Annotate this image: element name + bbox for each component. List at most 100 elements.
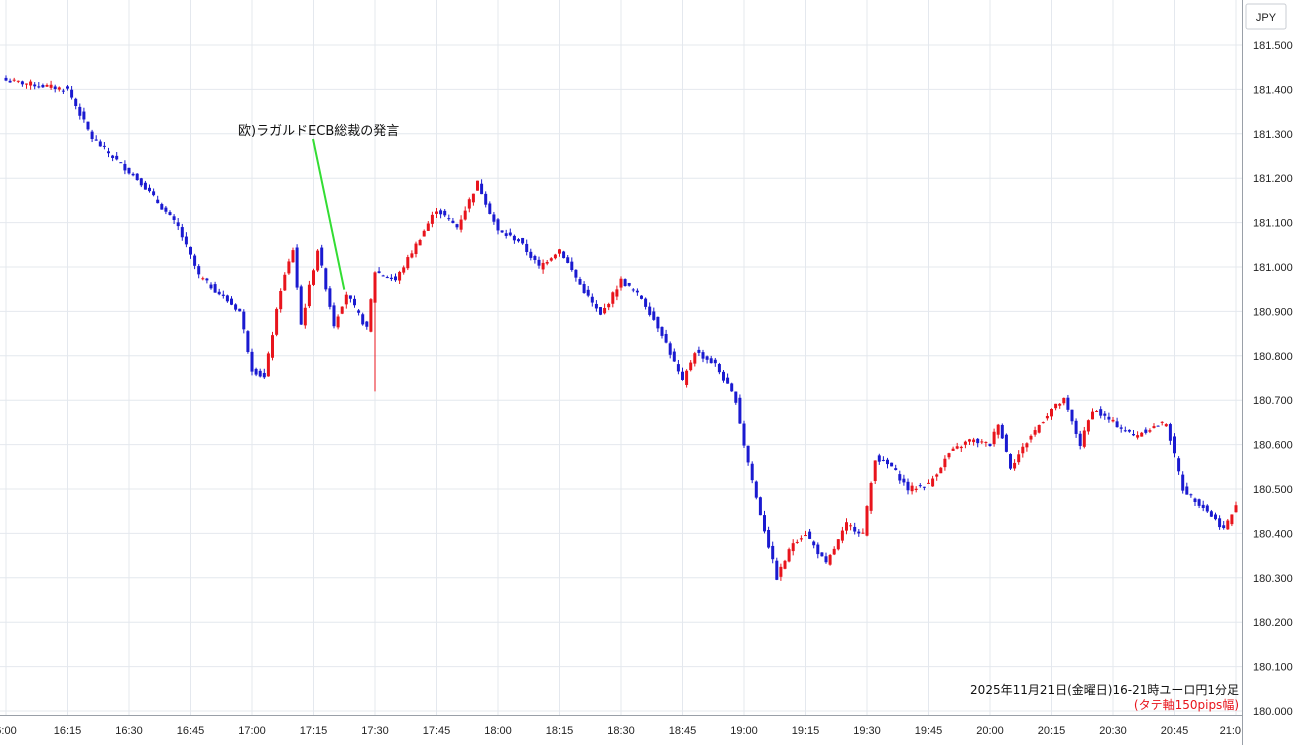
candle-body (1050, 408, 1053, 417)
candle-body (1021, 446, 1025, 454)
candle-body (340, 306, 344, 314)
candle-body (1197, 499, 1201, 506)
candle-body (738, 397, 742, 424)
candle-body (53, 86, 57, 90)
time-tick-label: 20:30 (1099, 725, 1127, 737)
price-tick-label: 181.100 (1253, 218, 1293, 230)
candle-body (1070, 409, 1074, 422)
candle-body (959, 446, 963, 449)
candle-body (525, 243, 529, 253)
currency-label-box (1245, 3, 1287, 30)
candle-body (217, 291, 221, 295)
candle-body (205, 278, 209, 281)
candle-body (361, 314, 365, 325)
candle-body (701, 352, 705, 359)
candle-body (804, 535, 807, 537)
candle-body (1004, 434, 1008, 452)
candle-body (328, 288, 332, 307)
time-tick-label: 17:30 (361, 725, 389, 737)
price-tick-label: 180.600 (1253, 440, 1293, 452)
candle-body (139, 178, 143, 186)
candle-body (873, 460, 877, 482)
time-tick-label: 18:15 (546, 725, 574, 737)
candle-body (41, 85, 45, 88)
candle-body (812, 541, 816, 546)
price-axis: 181.500 181.400 181.300 181.200 181.100 181.0… (1253, 40, 1293, 718)
candle-body (681, 371, 684, 380)
candle-body (389, 277, 393, 280)
candle-body (775, 560, 779, 580)
candle-body (1029, 435, 1033, 440)
candle-body (562, 251, 566, 259)
candle-body (574, 269, 578, 278)
candle-body (8, 80, 12, 83)
price-tick-label: 181.400 (1253, 84, 1293, 96)
candle-body (57, 87, 61, 90)
grid-lines (0, 0, 1242, 715)
candle-body (443, 210, 447, 216)
candle-body (66, 86, 69, 89)
candle-body (529, 251, 533, 258)
candle-body (246, 331, 250, 352)
candle-body (709, 358, 713, 364)
candle-body (603, 308, 607, 314)
candle-body (90, 131, 94, 139)
candle-body (426, 223, 430, 231)
candle-body (640, 295, 643, 299)
candle-body (33, 84, 37, 87)
candle-body (74, 98, 78, 107)
candle-body (791, 543, 795, 552)
candle-body (799, 538, 803, 540)
candle-body (996, 424, 1000, 435)
candle-body (197, 266, 201, 275)
price-tick-label: 181.200 (1253, 173, 1293, 185)
candle-body (45, 84, 49, 87)
time-tick-label: 17:45 (423, 725, 451, 737)
candle-body (586, 289, 590, 296)
candle-body (980, 441, 984, 443)
candle-body (545, 261, 549, 264)
candle-body (541, 262, 545, 270)
candle-body (754, 481, 758, 498)
time-tick-label: 19:15 (792, 725, 820, 737)
candle-body (1193, 498, 1197, 502)
candle-body (271, 335, 274, 358)
candle-body (320, 247, 324, 266)
candle-body (49, 84, 53, 88)
candle-body (726, 377, 730, 384)
candle-body (758, 497, 762, 516)
candle-body (168, 212, 172, 216)
price-tick-label: 181.000 (1253, 262, 1293, 274)
candle-body (123, 163, 127, 171)
candle-body (1111, 419, 1115, 422)
candle-body (517, 239, 520, 242)
candle-body (102, 145, 106, 147)
candle-body (365, 321, 369, 327)
candle-body (869, 483, 873, 511)
candle-body (972, 439, 976, 443)
candle-body (373, 272, 377, 303)
candle-body (451, 220, 455, 224)
candle-body (664, 333, 668, 343)
candle-body (156, 199, 160, 204)
candle-body (931, 478, 935, 487)
candle-body (111, 155, 115, 158)
candle-body (303, 307, 307, 326)
candle-body (1127, 429, 1131, 432)
candle-body (476, 180, 479, 191)
candle-body (25, 83, 28, 85)
candle-body (976, 438, 980, 444)
candle-body (1156, 425, 1160, 427)
candle-body (402, 267, 406, 273)
candle-body (299, 286, 303, 325)
candle-body (783, 560, 787, 569)
candle-body (357, 310, 361, 313)
candle-body (1025, 443, 1029, 448)
candle-body (414, 243, 418, 255)
candle-body (463, 210, 467, 220)
candle-body (521, 237, 525, 244)
time-tick-label: 16:45 (177, 725, 205, 737)
candle-body (607, 303, 611, 308)
candle-body (816, 544, 820, 555)
